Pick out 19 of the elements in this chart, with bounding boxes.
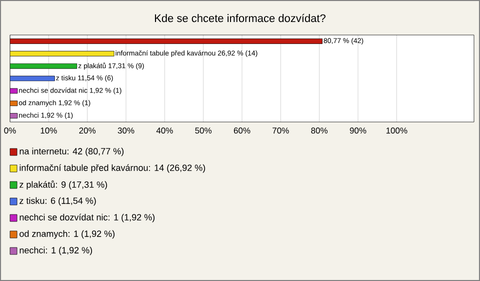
text: z tisku: 6 (11,54 %) xyxy=(20,197,96,206)
x-tick-label: 80% xyxy=(311,128,328,134)
text: informační tabule před kavárnou: 14 (26,92 %) xyxy=(20,164,206,173)
x-tick-label: 50% xyxy=(195,128,212,134)
chart-title: Kde se chcete informace dozvídat? xyxy=(155,14,326,22)
x-tick-label: 0% xyxy=(4,128,16,134)
text: od znamych: 1 (1,92 %) xyxy=(20,230,115,239)
x-tick-label: 30% xyxy=(118,128,134,134)
x-tick-label: 20% xyxy=(79,128,96,134)
text: na internetu: 42 (80,77 %) xyxy=(20,148,124,156)
x-tick-label: 40% xyxy=(156,128,173,134)
x-tick-label: 10% xyxy=(40,128,57,134)
x-tick-label: 70% xyxy=(272,128,289,134)
text: nechci: 1 (1,92 %) xyxy=(20,246,92,256)
x-tick-label: 60% xyxy=(234,128,250,134)
text: z plakátů: 9 (17,31 %) xyxy=(20,180,108,190)
text: nechci se dozvídat nic: 1 (1,92 %) xyxy=(20,214,155,222)
x-tick-label: 100% xyxy=(386,128,408,134)
x-tick-label: 90% xyxy=(350,128,366,134)
